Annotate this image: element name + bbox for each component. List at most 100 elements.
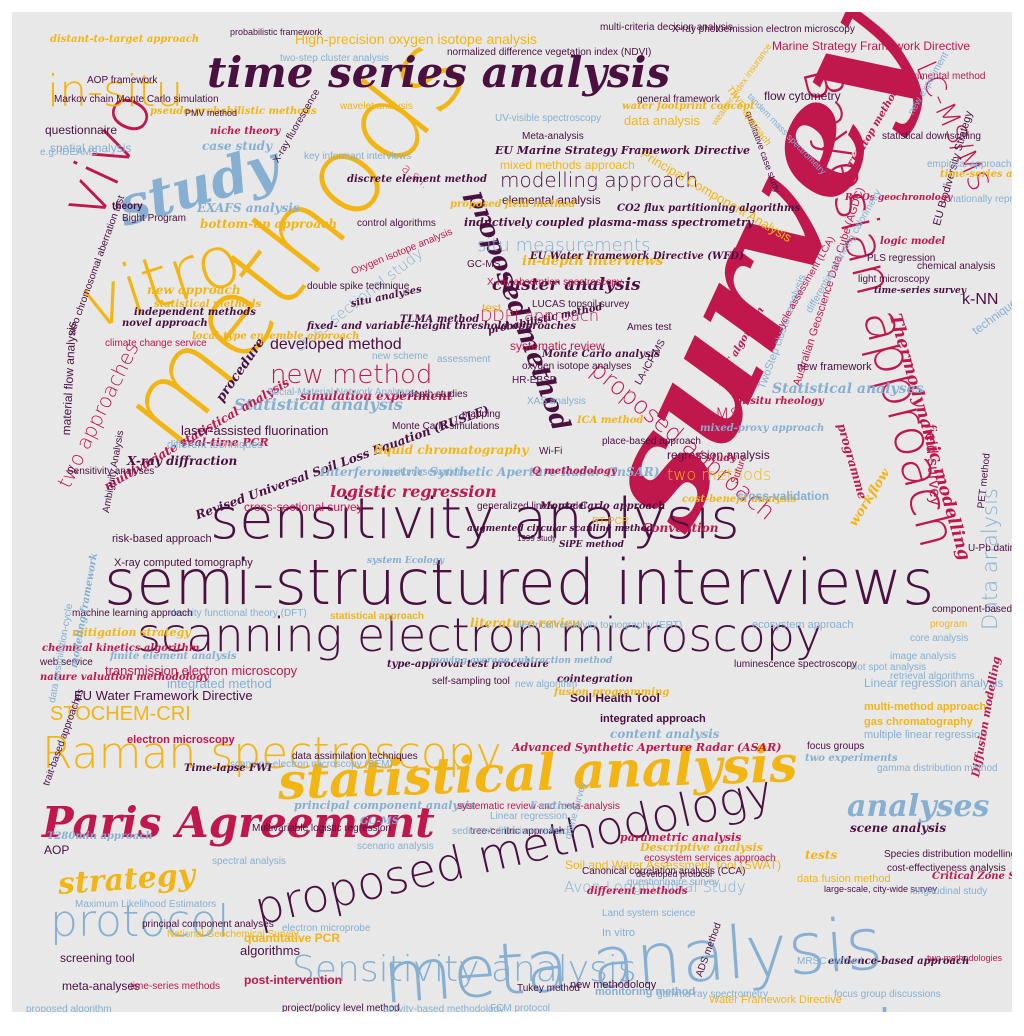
cloud-word: core analysis [910,633,969,644]
cloud-word: Advanced Synthetic Aperture Radar (ASAR) [512,741,782,754]
cloud-word: 1999 study [517,534,557,543]
cloud-word: activity-based methodology [383,1004,505,1013]
cloud-word: Time-lapse FWI [184,763,273,774]
cloud-word: integrated approach [600,713,706,725]
cloud-word: meta-analyses [62,979,141,993]
cloud-word: Descriptive analysis [640,841,763,854]
cloud-word: Tukey method [517,983,580,994]
cloud-word: data assimilation techniques [292,751,418,762]
cloud-word: theory [112,201,143,212]
cloud-word: Sensitivity analysis [292,949,637,990]
cloud-word: mapping [462,409,501,420]
cloud-word: cointegration [557,674,633,685]
cloud-word: logic model [880,236,946,247]
cloud-word: developed method [270,336,402,353]
cloud-word: strategy [56,857,197,902]
cloud-word: mitigation strategy [72,626,191,639]
cloud-word: case study [202,139,273,153]
cloud-word: gamma-ray spectrometry [657,989,769,1000]
cloud-word: TLMA method [400,314,480,325]
cloud-word: density functional theory (DFT) [170,608,307,619]
cloud-word: cluster analysis [492,275,641,295]
cloud-word: sensitivity analysis [210,487,740,552]
cloud-word: image analysis [890,651,957,662]
cloud-word: EU Marine Strategy Framework Directive [495,144,750,157]
cloud-word: niche theory [210,126,281,137]
cloud-word: Wi-Fi [539,446,563,457]
cloud-word: spatial analysis [50,141,132,155]
cloud-word: mixed-proxy approach [700,423,825,434]
cloud-word: in-situ rheology [735,396,824,407]
cloud-word: National Geochemical Survey [167,929,299,940]
cloud-word: independent methods [134,307,256,318]
cloud-word: AOP [44,843,70,857]
cloud-word: systematic review and meta-analysis [457,801,620,812]
cloud-word: scanning electron microscopy [137,608,823,662]
cloud-word: real-time PCR [182,436,269,449]
cloud-word: Convention [642,521,719,535]
cloud-word: Q methodology [532,466,617,477]
cloud-word: multi-method approach [864,701,987,713]
cloud-word: ICA method [577,415,644,426]
cloud-word: statistical approach [330,611,424,622]
cloud-word: discrete element method [347,174,487,185]
cloud-word: logistic regression [330,482,497,501]
cloud-word: X-ray photoemission electron microscopy [672,24,855,35]
cloud-word: X-ray computed tomography [114,557,253,569]
cloud-word: finite element analysis [110,651,237,662]
cloud-word: principal component analyses [142,919,274,930]
cloud-word: mixed methods approach [500,158,635,172]
cloud-word: Water Framework Directive [709,994,842,1006]
cloud-word: Soil Health Tool [570,691,660,705]
cloud-word: modelling approach [500,168,699,192]
cloud-word: empirical approach [927,159,1012,170]
cloud-word: Soil and Water Assessment Tool (SWAT) [565,858,782,872]
cloud-word: RT-PCR [592,516,630,527]
cloud-word: two experiments [805,753,898,764]
cloud-word: generalized linear model [477,501,586,512]
cloud-word: LUCAS topsoil survey [532,299,630,310]
cloud-word: Paris Agreement [42,798,435,847]
cloud-word: UV-visible spectroscopy [495,113,602,124]
cloud-word: post-intervention [244,973,342,987]
cloud-word: protocol [50,896,230,947]
cloud-word: algorithms [240,943,300,958]
cloud-word: literature review [470,616,583,630]
cloud-word: content analysis [610,727,720,741]
cloud-word: dash study [676,453,737,464]
cloud-word: tree-centric approach [470,826,565,837]
cloud-word: novel approach [122,318,208,329]
cloud-word: regression analysis [667,448,770,462]
cloud-word: tests [805,848,838,862]
cloud-word: multi-criteria decision analysis [600,22,733,33]
cloud-word: control algorithms [357,218,436,229]
cloud-word: experimental method [892,71,986,82]
cloud-word: EU Water Framework Directive [74,688,253,703]
cloud-word: spectral analysis [212,856,286,867]
cloud-word: pseudo-probabilistic methods [150,106,317,117]
cloud-word: ICP-MS [682,405,741,425]
cloud-word: in-depth studies [397,389,468,400]
cloud-word: scene analysis [850,821,947,835]
cloud-word: PLS regression [867,253,936,264]
cloud-word: multiple linear regression [864,729,987,741]
cloud-word: time series analysis [207,48,671,97]
cloud-word: large-scale, city-wide survey [824,884,938,894]
cloud-word: k-NN [962,291,999,308]
cloud-word: Maximum Likelihood Estimators [75,899,217,910]
cloud-word: scanning electron microscopy (SEM) [230,759,393,770]
cloud-word: EU Water Framework Directive (WFD) [530,251,744,262]
cloud-word: quantitative PCR [244,931,341,945]
cloud-word: flow cytometry [764,89,841,103]
cloud-word: Monte Carlo analysis [542,349,661,360]
cloud-word: Sensitivity analyses [67,466,155,477]
cloud-word: transmission electron microscopy [105,663,298,678]
cloud-word: High-precision oxygen isotope analysis [295,31,538,47]
cloud-word: analyses [847,789,990,824]
cloud-word: new algorithm [515,679,578,690]
cloud-word: data fusion method [797,873,891,885]
cloud-word: fusion programming [554,687,670,698]
cloud-word: principal component analysis [294,799,476,812]
cloud-word: cross-sectional survey [244,500,363,514]
cloud-word: ecosystem services approach [644,853,776,864]
